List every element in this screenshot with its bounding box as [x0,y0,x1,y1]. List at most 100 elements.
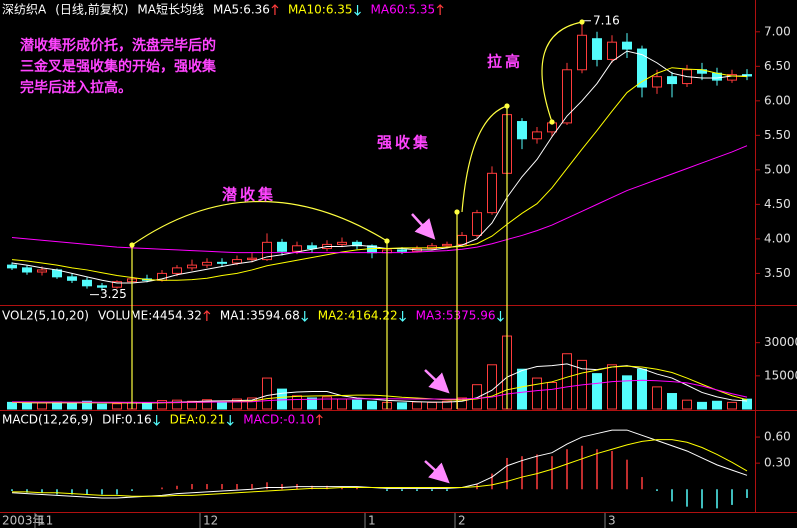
volume-bar [337,398,347,410]
note-line: 潜收集形成价托，洗盘完毕后的 [20,37,216,54]
y-tick-label: 5.50 [764,128,791,142]
decorations [129,19,585,409]
trend-arrow [271,4,279,15]
ma-line [12,439,748,497]
volume-bar [742,398,752,410]
dot [384,238,390,244]
volume-bar [727,401,737,410]
volume-bar [367,400,377,410]
volume-bar [247,397,257,410]
candle-body [307,245,317,250]
legend-label: MACD(12,26,9) [2,413,93,427]
volume-bar [217,401,227,410]
ma-line [11,365,748,404]
volume-bar [682,399,692,410]
dot [579,19,585,25]
candle-body [487,172,497,214]
ma-line [12,379,748,403]
candle-body [202,261,212,266]
dot [129,242,135,248]
arc [541,21,583,123]
candle-body [442,243,452,247]
candle-body [22,267,32,273]
legend-label: DIF:0.16 [102,413,152,427]
candle-body [607,41,617,60]
x-tick-label: 11 [38,514,53,528]
ma-line [11,67,748,281]
candle-body [217,261,227,264]
ma-line [11,145,748,254]
volume-bar [157,400,167,410]
volume-bar [592,373,602,410]
dot [504,103,510,109]
candle-body [352,241,362,247]
volume-bar [67,402,77,410]
volume-bar [142,402,152,410]
low-label: 3.25 [100,287,127,301]
volume-bar [472,384,482,410]
volume-bar [232,398,242,410]
candle-body [37,269,47,273]
volume-bar [307,397,317,410]
y-tick-label: 0.60 [764,430,791,444]
candle-body [82,279,92,287]
y-tick-label: 7.00 [764,24,791,38]
y-tick-label: 3.50 [764,266,791,280]
x-tick-label: 2003年 [2,514,45,528]
y-tick-label: 15000 [764,368,797,382]
legend-label: MA短长均线 [137,3,204,17]
volume-bar [112,403,122,410]
y-tick-label: 0.30 [764,456,791,470]
volume-bar [427,401,437,410]
trend-arrow [203,310,211,321]
volume-bar [352,399,362,410]
dot [454,209,460,215]
volume-bar [412,401,422,410]
candle-body [97,285,107,288]
candle-body [562,69,572,124]
candle-body [112,281,122,288]
pointer-arrow [411,213,436,240]
y-tick-label: 6.00 [764,93,791,107]
annotation: 强收集 [377,134,431,152]
annotation: 潜收集 [222,186,276,204]
candle-body [247,257,257,261]
volume-bar [172,399,182,410]
pointer-arrow [424,369,450,394]
y-tick-label: 4.00 [764,231,791,245]
annotation: 拉高 [487,53,523,71]
x-tick-label: 3 [608,514,616,528]
volume-bar [22,402,32,410]
volume-bar [322,396,332,410]
legend-label: VOLUME:4454.32 [98,309,202,323]
y-tick-label: 5.00 [764,162,791,176]
dot [549,119,555,125]
volume-bar [97,403,107,410]
candle-body [67,276,77,281]
ma-line [11,363,748,404]
candle-body [262,241,272,261]
candle-body [727,74,737,81]
trend-arrow [226,415,234,426]
trend-arrow [399,311,407,322]
volume-bar [442,400,452,410]
volume-bar [652,386,662,410]
note-line: 三金叉是强收集的开始，强收集 [20,58,217,75]
candle-body [652,76,662,88]
volume-bar [517,368,527,410]
frame [0,0,797,513]
candle-body [172,267,182,274]
candle-body [592,38,602,60]
volume-bar [697,401,707,410]
legend-label: MA3:5375.96 [416,309,496,323]
candle-body [667,76,677,85]
candle-body [397,249,407,252]
trend-arrow [436,4,444,15]
volume-bar [622,375,632,410]
pointers [411,213,450,484]
legend-label: MA10:6.35 [288,3,353,17]
volume-bar [202,399,212,410]
candle-body [517,121,527,140]
